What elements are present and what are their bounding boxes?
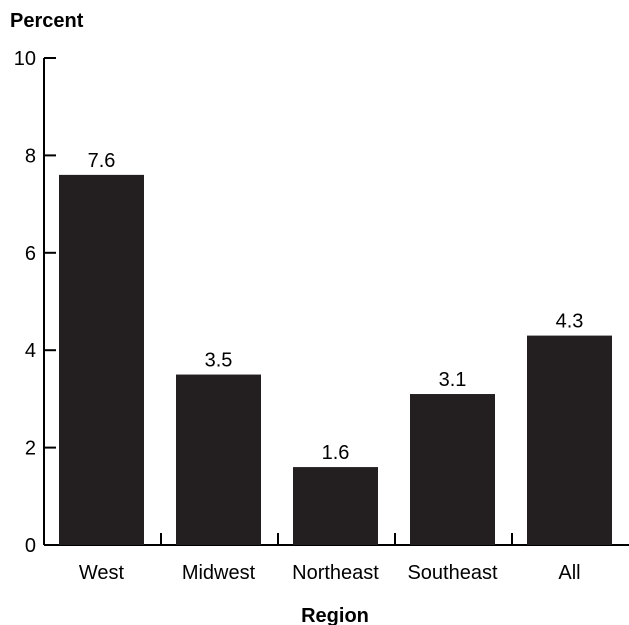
bars (59, 174, 612, 545)
data-label: 3.5 (205, 350, 233, 372)
bar (59, 174, 144, 545)
x-axis-title: Region (301, 605, 369, 625)
y-tick-label: 0 (25, 535, 36, 557)
y-tick-label: 6 (25, 243, 36, 265)
category-label: West (79, 562, 125, 584)
labels: 0 2 4 6 8 10 7.6 West 3.5 Midwest 1.6 Northeast 3.1 S… (14, 48, 584, 584)
data-label: 1.6 (322, 442, 350, 464)
category-label: Northeast (292, 562, 379, 584)
y-tick-label: 10 (14, 48, 36, 70)
y-tick-label: 4 (25, 340, 36, 362)
category-label: Southeast (407, 562, 498, 584)
data-label: 4.3 (556, 311, 584, 333)
category-label: All (558, 562, 580, 584)
data-label: 7.6 (88, 150, 116, 172)
y-tick-label: 2 (25, 438, 36, 460)
y-axis-title: Percent (10, 10, 84, 32)
bar (293, 467, 378, 545)
bar (176, 374, 261, 545)
bar (527, 335, 612, 545)
y-tick-label: 8 (25, 145, 36, 167)
category-label: Midwest (182, 562, 256, 584)
data-label: 3.1 (439, 369, 467, 391)
bar (410, 394, 495, 545)
